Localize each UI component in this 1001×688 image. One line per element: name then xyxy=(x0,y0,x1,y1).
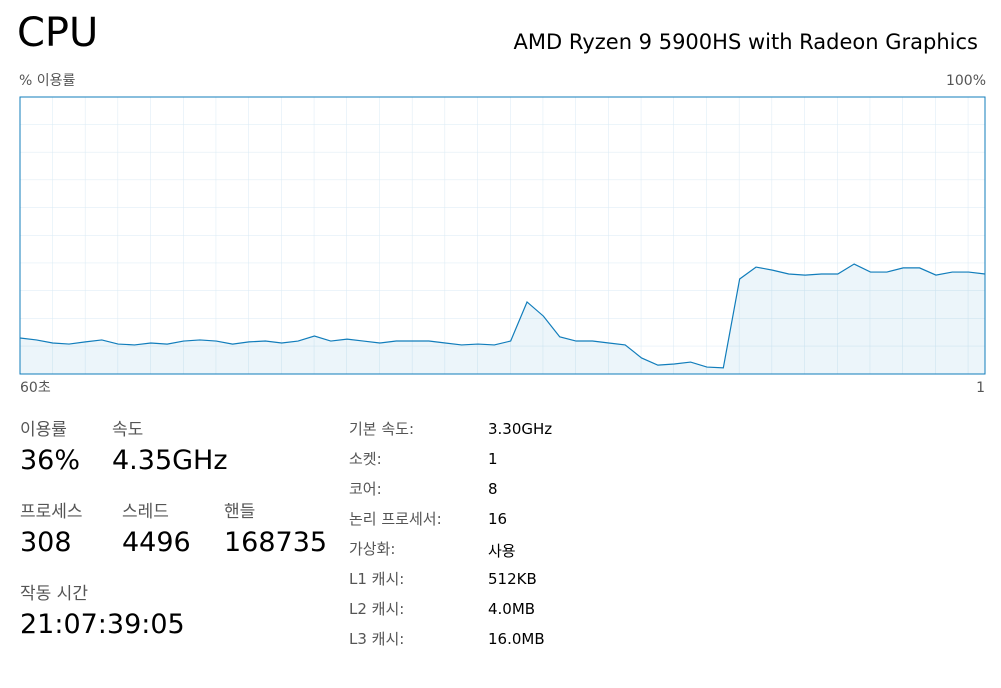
detail-value: 1 xyxy=(488,450,498,468)
x-tick-label: 60초 xyxy=(20,380,51,396)
grid xyxy=(20,97,985,374)
stat-label: 프로세스 xyxy=(20,502,83,522)
detail-value: 3.30GHz xyxy=(488,420,553,438)
detail-label: L2 캐시: xyxy=(349,600,405,618)
stat-value: 308 xyxy=(20,527,72,558)
detail-value: 16.0MB xyxy=(488,630,545,648)
cpu-model: AMD Ryzen 9 5900HS with Radeon Graphics xyxy=(513,30,978,54)
stat-value: 36% xyxy=(20,445,81,476)
stat-value: 21:07:39:05 xyxy=(20,609,185,640)
detail-value: 4.0MB xyxy=(488,600,536,618)
detail-label: L3 캐시: xyxy=(349,630,405,648)
y-tick-label: 100% xyxy=(946,73,986,89)
stat-label: 작동 시간 xyxy=(20,584,88,604)
detail-label: 가상화: xyxy=(349,540,396,558)
stat-label: 스레드 xyxy=(122,502,169,522)
x-tick-label: 1 xyxy=(976,380,985,396)
line xyxy=(19,263,986,369)
detail-label: 코어: xyxy=(349,480,382,498)
detail-label: 소켓: xyxy=(349,450,382,468)
y-axis-label: % 이용률 xyxy=(19,73,76,89)
detail-value: 사용 xyxy=(488,542,516,560)
stat-label: 이용률 xyxy=(20,420,67,440)
stat-value: 168735 xyxy=(224,527,328,558)
detail-label: L1 캐시: xyxy=(349,570,405,588)
detail-value: 16 xyxy=(488,510,508,528)
area-fill xyxy=(20,264,985,374)
stat-label: 핸들 xyxy=(224,502,256,522)
detail-label: 논리 프로세서: xyxy=(349,510,442,528)
detail-value: 8 xyxy=(488,480,498,498)
stat-label: 속도 xyxy=(112,420,144,440)
plot-border xyxy=(19,96,986,375)
title: CPU xyxy=(17,10,99,56)
detail-label: 기본 속도: xyxy=(349,420,415,438)
stat-value: 4.35GHz xyxy=(112,445,228,476)
stat-value: 4496 xyxy=(122,527,191,558)
detail-value: 512KB xyxy=(488,570,537,588)
